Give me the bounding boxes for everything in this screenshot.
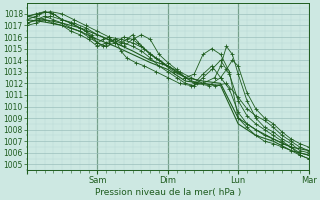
X-axis label: Pression niveau de la mer( hPa ): Pression niveau de la mer( hPa ) xyxy=(95,188,241,197)
